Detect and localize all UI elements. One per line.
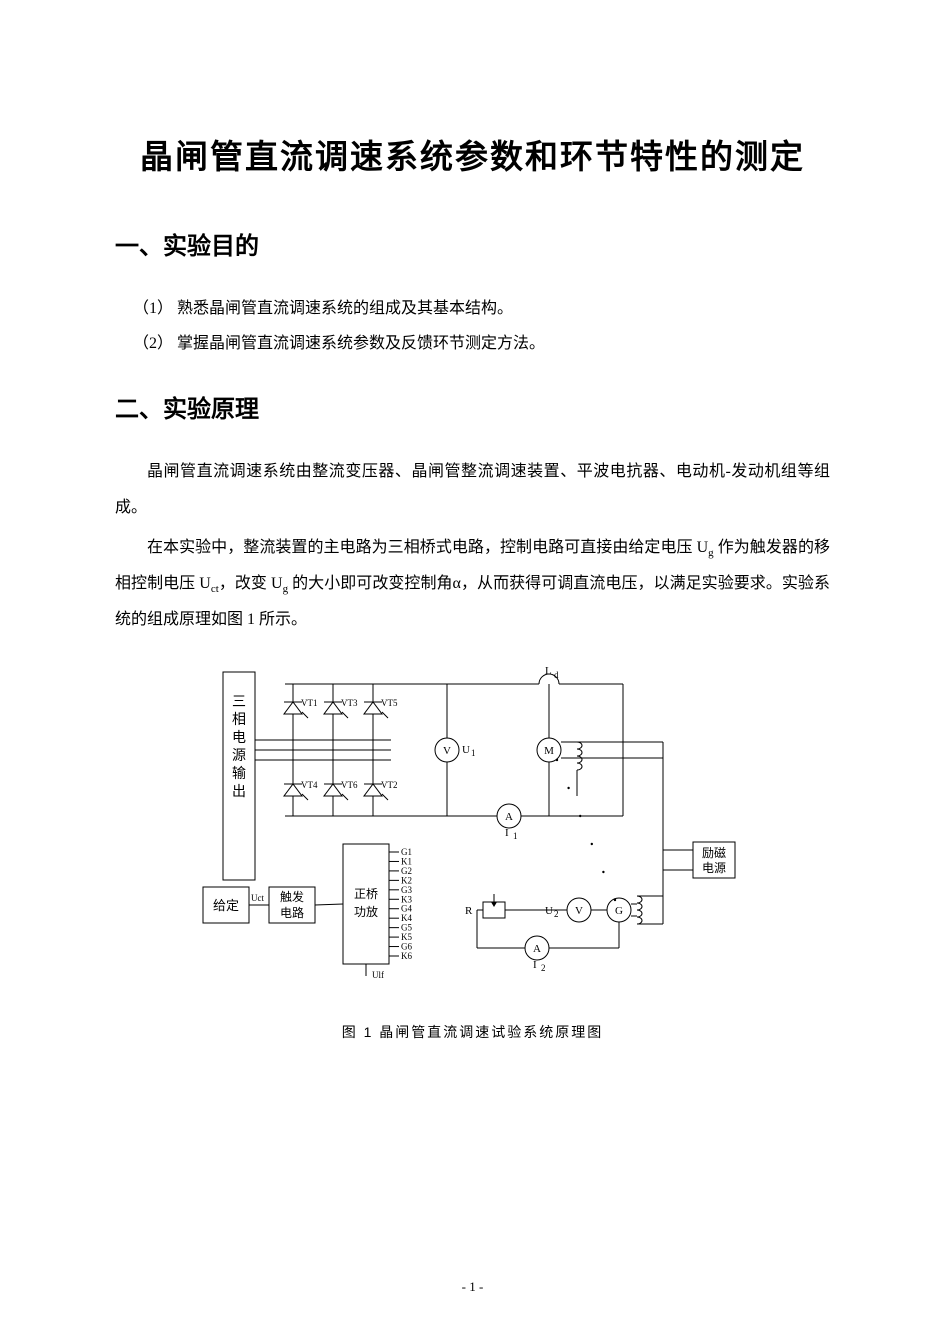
svg-text:2: 2	[541, 963, 546, 973]
svg-text:G: G	[615, 905, 623, 917]
svg-text:V: V	[575, 905, 583, 917]
svg-text:电: 电	[232, 730, 246, 746]
svg-text:1: 1	[471, 748, 476, 758]
svg-text:A: A	[533, 943, 541, 955]
svg-text:源: 源	[232, 748, 246, 764]
svg-text:Ulf: Ulf	[372, 970, 384, 980]
svg-text:V: V	[443, 745, 451, 757]
figure1-caption: 图 1 晶闸管直流调速试验系统原理图	[342, 1022, 604, 1042]
section1-item2: （2） 掌握晶闸管直流调速系统参数及反馈环节测定方法。	[133, 326, 830, 361]
svg-text:三: 三	[232, 695, 246, 710]
section2-heading: 二、实验原理	[115, 389, 830, 424]
svg-text:R: R	[465, 905, 473, 917]
svg-text:给定: 给定	[212, 898, 238, 913]
svg-text:M: M	[544, 745, 554, 757]
svg-text:A: A	[505, 811, 513, 823]
svg-text:U: U	[462, 744, 470, 756]
svg-text:电源: 电源	[701, 861, 725, 875]
p2s2: ct	[211, 584, 219, 596]
svg-text:触发: 触发	[279, 889, 303, 904]
svg-text:Uct: Uct	[251, 893, 264, 903]
svg-text:VT4: VT4	[301, 780, 318, 790]
svg-text:出: 出	[232, 784, 246, 800]
svg-text:相: 相	[232, 712, 246, 728]
section1-heading: 一、实验目的	[115, 226, 830, 261]
figure1-wrap: 三相电源输出VT1VT3VT5VT4VT6VT2LdAI1VU1MRU2VGAI…	[115, 662, 830, 1042]
section1-item1: （1） 熟悉晶闸管直流调速系统的组成及其基本结构。	[133, 291, 830, 326]
svg-text:输: 输	[232, 766, 246, 782]
svg-text:VT6: VT6	[341, 780, 358, 790]
svg-text:VT1: VT1	[301, 698, 318, 708]
svg-text:2: 2	[554, 909, 559, 919]
svg-text:电路: 电路	[279, 905, 303, 920]
p2c: ，改变 U	[219, 575, 283, 592]
svg-text:L: L	[545, 665, 552, 677]
svg-text:VT2: VT2	[381, 780, 398, 790]
section2-para2: 在本实验中，整流装置的主电路为三相桥式电路，控制电路可直接由给定电压 Ug 作为…	[115, 530, 830, 638]
svg-text:正桥: 正桥	[353, 887, 377, 901]
svg-text:励磁: 励磁	[701, 845, 725, 860]
section2-para1: 晶闸管直流调速系统由整流变压器、晶闸管整流调速装置、平波电抗器、电动机-发动机组…	[115, 454, 830, 526]
svg-text:K6: K6	[401, 951, 412, 961]
page-number: - 1 -	[0, 1279, 945, 1295]
svg-text:功放: 功放	[353, 904, 377, 919]
svg-text:U: U	[545, 905, 553, 917]
svg-text:VT5: VT5	[381, 698, 398, 708]
p2a: 在本实验中，整流装置的主电路为三相桥式电路，控制电路可直接由给定电压 U	[147, 539, 708, 556]
svg-text:I: I	[505, 827, 509, 839]
svg-text:1: 1	[513, 831, 518, 841]
svg-text:d: d	[554, 670, 559, 680]
figure1-schematic: 三相电源输出VT1VT3VT5VT4VT6VT2LdAI1VU1MRU2VGAI…	[193, 662, 753, 992]
svg-text:VT3: VT3	[341, 698, 358, 708]
svg-text:I: I	[533, 959, 537, 971]
page-title: 晶闸管直流调速系统参数和环节特性的测定	[115, 130, 830, 178]
